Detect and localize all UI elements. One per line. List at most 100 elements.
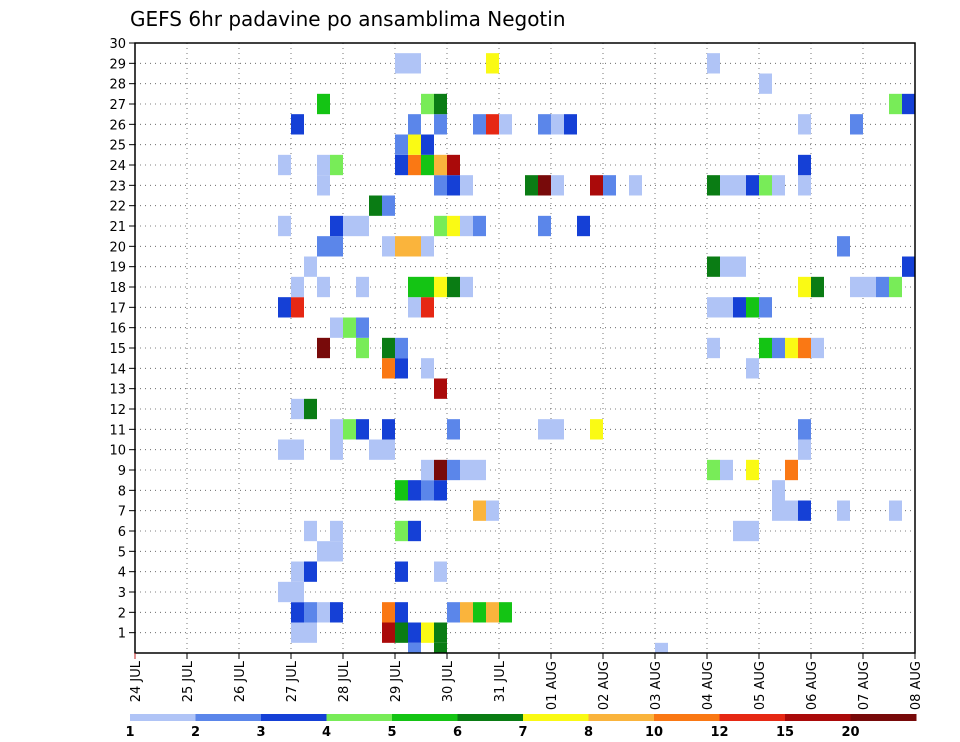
precip-cell xyxy=(889,500,902,521)
precip-cell xyxy=(421,358,434,379)
precip-cell xyxy=(395,53,408,74)
precip-cell xyxy=(746,175,759,196)
precip-cell xyxy=(551,114,564,135)
precip-cell xyxy=(902,93,915,115)
precip-cell xyxy=(447,276,460,298)
precip-cell xyxy=(278,215,291,237)
precip-cell xyxy=(330,236,343,257)
precip-cell xyxy=(798,337,811,359)
precip-cell xyxy=(343,419,356,440)
precip-cell xyxy=(395,622,408,643)
precip-cell xyxy=(434,459,447,481)
y-tick-label: 11 xyxy=(109,423,126,438)
precip-cell xyxy=(382,439,395,460)
x-tick-label: 07 AUG xyxy=(857,661,872,710)
precip-cell xyxy=(798,276,811,298)
precip-cell xyxy=(434,215,447,237)
precip-cell xyxy=(291,297,304,318)
y-tick-label: 26 xyxy=(109,118,126,133)
precip-cell xyxy=(330,154,343,176)
precip-cell xyxy=(460,215,473,237)
precip-cell xyxy=(291,622,304,643)
precip-cell xyxy=(395,602,408,623)
colorbar-swatch xyxy=(523,714,589,721)
y-tick-label: 6 xyxy=(118,525,126,540)
precip-cell xyxy=(421,276,434,298)
plot-cells xyxy=(278,53,915,653)
precip-cell xyxy=(278,581,291,603)
precip-cell xyxy=(733,175,746,196)
precip-cell xyxy=(408,642,421,653)
precip-cell xyxy=(447,215,460,237)
precip-cell xyxy=(395,561,408,582)
colorbar-swatch xyxy=(195,714,262,721)
y-tick-label: 5 xyxy=(118,545,126,560)
precip-cell xyxy=(317,602,330,623)
colorbar-label: 8 xyxy=(584,725,593,740)
y-tick-label: 21 xyxy=(109,220,126,235)
precip-cell xyxy=(434,175,447,196)
precip-cell xyxy=(772,480,785,501)
precip-cell xyxy=(317,154,330,176)
precip-cell xyxy=(759,175,772,196)
precip-cell xyxy=(447,602,460,623)
precip-cell xyxy=(330,419,343,440)
precip-cell xyxy=(603,175,616,196)
precip-cell xyxy=(395,358,408,379)
y-tick-label: 4 xyxy=(118,566,126,581)
precip-cell xyxy=(317,236,330,257)
colorbar-label: 5 xyxy=(387,725,396,740)
precip-cell xyxy=(291,439,304,460)
y-tick-label: 14 xyxy=(109,362,126,377)
precip-cell xyxy=(369,439,382,460)
precip-cell xyxy=(876,276,889,298)
precip-cell xyxy=(499,114,512,135)
precip-cell xyxy=(434,378,447,399)
colorbar-label: 1 xyxy=(125,725,134,740)
y-tick-label: 8 xyxy=(118,484,126,499)
precip-cell xyxy=(278,439,291,460)
y-tick-label: 9 xyxy=(118,464,126,479)
precip-cell xyxy=(382,236,395,257)
colorbar-swatch xyxy=(457,714,524,721)
precip-cell xyxy=(291,276,304,298)
precip-cell xyxy=(408,114,421,135)
y-tick-label: 16 xyxy=(109,322,126,337)
precip-cell xyxy=(460,459,473,481)
y-tick-label: 18 xyxy=(109,281,126,296)
precip-cell xyxy=(421,459,434,481)
precip-cell xyxy=(291,398,304,420)
x-tick-label: 25 JUL xyxy=(181,660,196,702)
y-tick-label: 10 xyxy=(109,444,126,459)
precip-cell xyxy=(395,134,408,155)
precip-cell xyxy=(434,114,447,135)
precip-cell xyxy=(408,480,421,501)
colorbar-swatch xyxy=(326,714,393,721)
precip-cell xyxy=(278,297,291,318)
precip-cell xyxy=(330,215,343,237)
y-tick-label: 17 xyxy=(109,301,126,316)
precip-cell xyxy=(538,114,551,135)
precip-cell xyxy=(330,439,343,460)
x-tick-label: 02 AUG xyxy=(597,661,612,710)
precip-cell xyxy=(447,419,460,440)
precip-cell xyxy=(759,337,772,359)
y-tick-label: 22 xyxy=(109,200,126,215)
precip-cell xyxy=(330,317,343,338)
x-tick-label: 24 JUL xyxy=(129,660,144,702)
precip-cell xyxy=(421,480,434,501)
precip-cell xyxy=(798,500,811,521)
y-tick-label: 30 xyxy=(109,37,126,52)
colorbar-label: 3 xyxy=(256,725,265,740)
precip-cell xyxy=(798,419,811,440)
precip-cell xyxy=(551,175,564,196)
colorbar-swatch xyxy=(588,714,655,721)
x-tick-label: 31 JUL xyxy=(493,660,508,702)
colorbar-label: 10 xyxy=(645,725,663,740)
precip-cell xyxy=(772,175,785,196)
precip-cell xyxy=(395,337,408,359)
x-tick-label: 30 JUL xyxy=(441,660,456,702)
precip-cell xyxy=(902,256,915,277)
precip-cell xyxy=(408,134,421,155)
precip-cell xyxy=(460,602,473,623)
